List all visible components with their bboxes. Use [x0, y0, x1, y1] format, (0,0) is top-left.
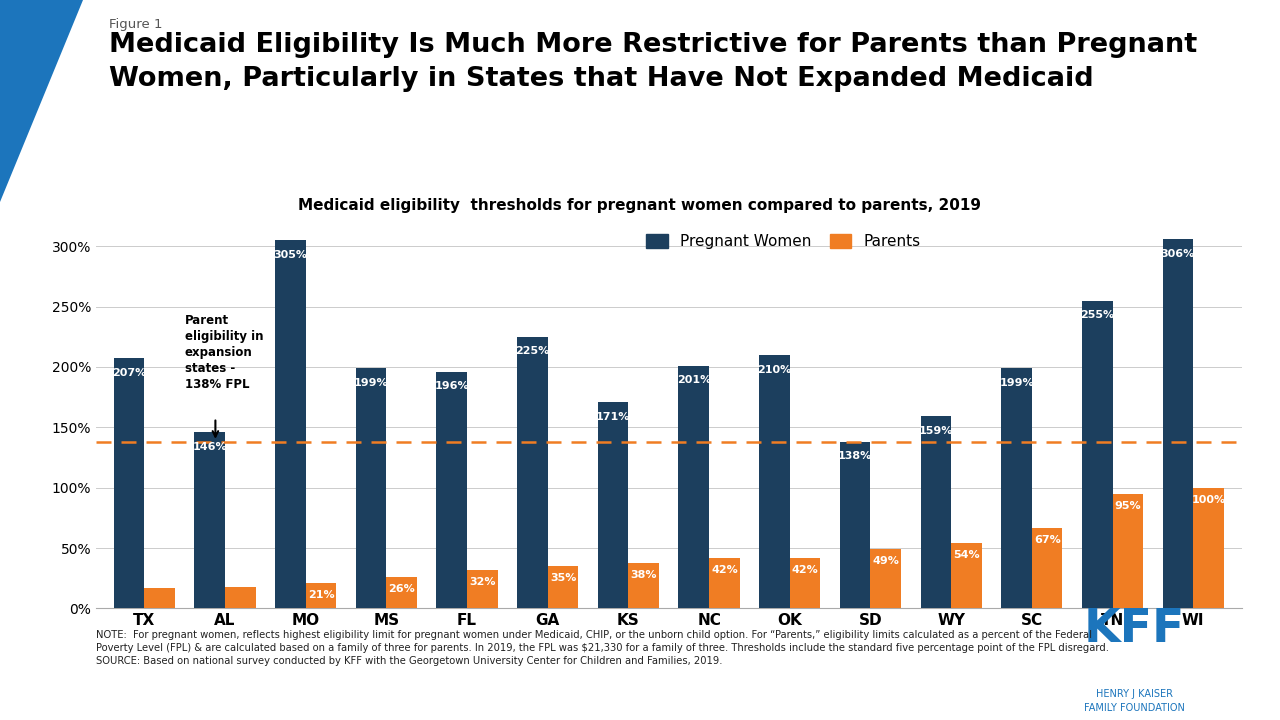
- Bar: [436, 372, 467, 608]
- Text: 18%: 18%: [227, 573, 253, 583]
- Bar: [356, 368, 387, 608]
- Bar: [759, 355, 790, 608]
- Bar: [951, 543, 982, 608]
- Text: NOTE:  For pregnant women, reflects highest eligibility limit for pregnant women: NOTE: For pregnant women, reflects highe…: [96, 630, 1108, 667]
- Bar: [114, 359, 145, 608]
- Bar: [1032, 528, 1062, 608]
- Bar: [598, 402, 628, 608]
- Text: 32%: 32%: [470, 577, 495, 587]
- Text: 201%: 201%: [677, 375, 710, 385]
- Text: 210%: 210%: [758, 364, 791, 374]
- Text: 67%: 67%: [1034, 535, 1061, 545]
- Bar: [1162, 239, 1193, 608]
- Text: 49%: 49%: [873, 557, 900, 567]
- Bar: [628, 562, 659, 608]
- Text: 306%: 306%: [1161, 248, 1196, 258]
- Text: Women, Particularly in States that Have Not Expanded Medicaid: Women, Particularly in States that Have …: [109, 66, 1093, 92]
- Text: 26%: 26%: [388, 584, 415, 594]
- Text: 17%: 17%: [146, 575, 173, 584]
- Text: Medicaid Eligibility Is Much More Restrictive for Parents than Pregnant: Medicaid Eligibility Is Much More Restri…: [109, 32, 1197, 58]
- Text: KFF: KFF: [1083, 607, 1185, 652]
- Text: 100%: 100%: [1192, 495, 1225, 505]
- Text: Parent
eligibility in
expansion
states -
138% FPL: Parent eligibility in expansion states -…: [184, 314, 264, 391]
- Text: 54%: 54%: [954, 551, 979, 560]
- Bar: [548, 566, 579, 608]
- Text: 255%: 255%: [1080, 310, 1115, 320]
- Text: 207%: 207%: [111, 368, 146, 378]
- Text: 171%: 171%: [596, 412, 630, 422]
- Text: 95%: 95%: [1115, 501, 1142, 511]
- Text: 35%: 35%: [550, 573, 576, 583]
- Bar: [1001, 368, 1032, 608]
- Text: 159%: 159%: [919, 426, 954, 436]
- Bar: [840, 442, 870, 608]
- Text: 199%: 199%: [1000, 378, 1034, 388]
- Bar: [517, 337, 548, 608]
- Text: 138%: 138%: [838, 451, 872, 462]
- Bar: [1082, 300, 1112, 608]
- Text: 42%: 42%: [792, 565, 818, 575]
- Text: 146%: 146%: [192, 442, 227, 451]
- Bar: [467, 570, 498, 608]
- Text: 305%: 305%: [274, 250, 307, 260]
- Text: 225%: 225%: [516, 346, 549, 356]
- Text: 42%: 42%: [712, 565, 737, 575]
- Bar: [275, 240, 306, 608]
- Text: 38%: 38%: [631, 570, 657, 580]
- Bar: [195, 432, 225, 608]
- Bar: [678, 366, 709, 608]
- Text: Medicaid eligibility  thresholds for pregnant women compared to parents, 2019: Medicaid eligibility thresholds for preg…: [298, 198, 982, 213]
- Text: HENRY J KAISER
FAMILY FOUNDATION: HENRY J KAISER FAMILY FOUNDATION: [1084, 690, 1184, 713]
- Bar: [306, 583, 337, 608]
- Bar: [790, 558, 820, 608]
- Bar: [225, 587, 256, 608]
- Legend: Pregnant Women, Parents: Pregnant Women, Parents: [640, 228, 927, 256]
- Polygon shape: [0, 0, 83, 202]
- Bar: [870, 549, 901, 608]
- Bar: [145, 588, 175, 608]
- Bar: [920, 416, 951, 608]
- Bar: [709, 558, 740, 608]
- Text: 199%: 199%: [353, 378, 388, 388]
- Text: Figure 1: Figure 1: [109, 18, 163, 31]
- Text: 196%: 196%: [434, 382, 468, 392]
- Bar: [387, 577, 417, 608]
- Bar: [1193, 487, 1224, 608]
- Text: 21%: 21%: [307, 590, 334, 600]
- Bar: [1112, 494, 1143, 608]
